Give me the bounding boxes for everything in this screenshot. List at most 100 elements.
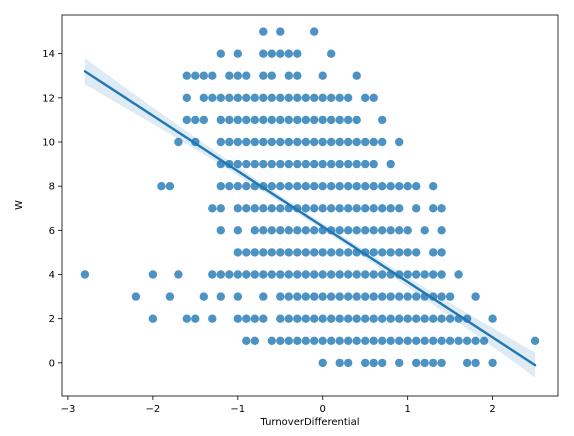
scatter-point (310, 314, 319, 323)
scatter-point (369, 182, 378, 191)
scatter-point (335, 115, 344, 125)
scatter-point (276, 292, 285, 301)
scatter-point (259, 71, 268, 80)
scatter-point (369, 270, 378, 279)
scatter-point (267, 182, 276, 191)
scatter-point (233, 71, 242, 80)
scatter-point (344, 226, 353, 235)
scatter-point (378, 270, 387, 279)
scatter-point (284, 159, 293, 169)
scatter-point (293, 292, 302, 301)
scatter-point (276, 182, 285, 191)
scatter-point (420, 358, 429, 368)
scatter-point (335, 182, 344, 191)
scatter-point (310, 204, 319, 213)
scatter-point (301, 182, 310, 191)
y-tick-label: 12 (42, 93, 55, 104)
scatter-point (199, 115, 208, 125)
scatter-point (284, 71, 293, 80)
scatter-point (208, 204, 217, 213)
scatter-point (242, 314, 251, 323)
scatter-point (233, 182, 242, 191)
scatter-point (361, 182, 370, 191)
scatter-point (233, 49, 242, 58)
scatter-point (259, 93, 268, 103)
scatter-point (386, 226, 395, 235)
scatter-point (216, 49, 225, 58)
scatter-point (344, 248, 353, 257)
scatter-point (395, 204, 404, 213)
scatter-point (378, 248, 387, 257)
scatter-point (386, 159, 395, 169)
scatter-point (250, 248, 259, 257)
scatter-point (301, 336, 310, 345)
scatter-point (378, 137, 387, 147)
x-axis-label: TurnoverDifferential (259, 417, 359, 428)
scatter-point (378, 314, 387, 323)
scatter-point (301, 314, 310, 323)
scatter-point (284, 226, 293, 235)
scatter-point (437, 358, 446, 368)
scatter-point (403, 336, 412, 345)
scatter-point (301, 270, 310, 279)
scatter-point (361, 159, 370, 169)
scatter-point (352, 159, 361, 169)
scatter-point (386, 292, 395, 301)
scatter-point (301, 292, 310, 301)
scatter-point (293, 226, 302, 235)
scatter-point (369, 226, 378, 235)
scatter-point (437, 292, 446, 301)
scatter-point (386, 182, 395, 191)
regression-line (83, 70, 537, 367)
scatter-point (344, 336, 353, 345)
scatter-point (403, 182, 412, 191)
x-tick-label: 0 (320, 404, 326, 415)
scatter-point (310, 226, 319, 235)
scatter-point (454, 270, 463, 279)
scatter-point (335, 314, 344, 323)
scatter-point (174, 270, 183, 279)
scatter-point (233, 137, 242, 147)
scatter-point (403, 270, 412, 279)
scatter-point (216, 226, 225, 235)
scatter-point (344, 182, 353, 191)
scatter-point (318, 292, 327, 301)
scatter-point (352, 292, 361, 301)
scatter-point (437, 270, 446, 279)
scatter-point (369, 314, 378, 323)
scatter-point (310, 336, 319, 345)
scatter-point (267, 226, 276, 235)
scatter-point (335, 204, 344, 213)
scatter-point (429, 336, 438, 345)
scatter-point (267, 270, 276, 279)
x-tick-label: 1 (404, 404, 410, 415)
scatter-point (293, 248, 302, 257)
scatter-point (318, 71, 327, 80)
scatter-point (327, 115, 336, 125)
scatter-point (259, 226, 268, 235)
scatter-point (276, 270, 285, 279)
scatter-point (369, 292, 378, 301)
scatter-point (276, 137, 285, 147)
scatter-point (378, 182, 387, 191)
scatter-point (267, 71, 276, 80)
scatter-point (276, 49, 285, 58)
scatter-point (429, 204, 438, 213)
scatter-point (352, 137, 361, 147)
scatter-point (284, 314, 293, 323)
scatter-point (327, 182, 336, 191)
scatter-point (403, 248, 412, 257)
scatter-point (429, 358, 438, 368)
scatter-point (276, 336, 285, 345)
scatter-point (233, 314, 242, 323)
scatter-point (276, 204, 285, 213)
scatter-point (454, 336, 463, 345)
scatter-point (242, 336, 251, 345)
scatter-point (250, 93, 259, 103)
scatter-point (327, 292, 336, 301)
scatter-point (293, 49, 302, 58)
scatter-point (429, 182, 438, 191)
scatter-point (395, 358, 404, 368)
scatter-point (361, 270, 370, 279)
